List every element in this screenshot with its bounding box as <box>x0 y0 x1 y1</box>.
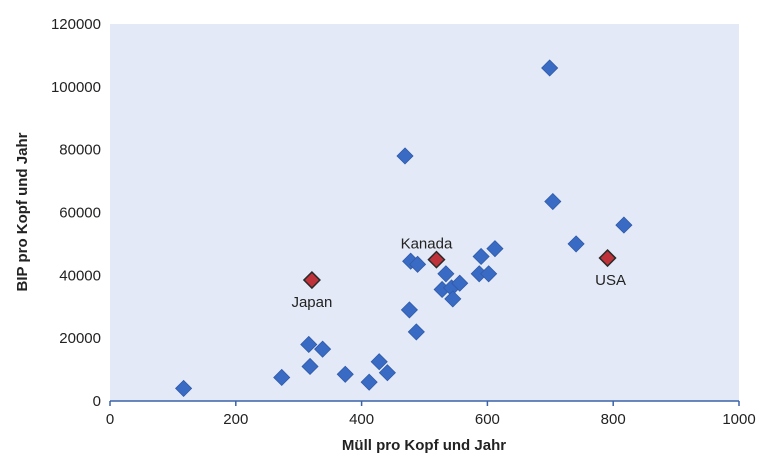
x-tick-label: 1000 <box>722 411 755 428</box>
data-point <box>314 340 332 358</box>
highlight-point <box>302 270 321 290</box>
x-tick-label: 200 <box>223 411 248 428</box>
x-ticks: 0 200 400 600 800 1000 <box>106 401 756 428</box>
data-point <box>378 364 396 382</box>
data-point <box>541 59 559 77</box>
point-label: Kanada <box>401 236 453 253</box>
data-point <box>407 323 425 341</box>
data-point <box>486 240 504 258</box>
data-point <box>567 235 585 253</box>
data-point <box>301 357 319 376</box>
data-point <box>175 379 193 397</box>
x-tick-label: 600 <box>475 411 500 428</box>
x-tick-label: 400 <box>349 411 374 428</box>
x-tick-label: 0 <box>106 411 114 428</box>
data-point <box>370 353 388 371</box>
point-label: USA <box>595 272 626 289</box>
plot-area <box>110 24 739 401</box>
y-tick-label: 80000 <box>59 142 101 159</box>
y-tick-label: 60000 <box>59 205 101 222</box>
y-ticks: 0 20000 40000 60000 80000 100000 120000 <box>51 16 101 410</box>
data-point <box>336 365 354 383</box>
data-point <box>400 301 418 319</box>
data-point <box>396 147 414 165</box>
y-tick-label: 120000 <box>51 16 101 33</box>
data-point <box>437 265 455 283</box>
data-point <box>480 265 498 283</box>
highlight-point <box>598 248 617 268</box>
data-point <box>615 216 633 234</box>
data-point <box>273 368 291 387</box>
highlight-point <box>427 250 446 269</box>
y-tick-label: 100000 <box>51 79 101 96</box>
y-tick-label: 0 <box>93 393 101 410</box>
chart-marks: Japan Kanada USA <box>175 59 633 397</box>
data-point <box>544 192 562 211</box>
x-axis-title: Müll pro Kopf und Jahr <box>342 437 506 454</box>
data-point <box>444 290 462 308</box>
y-tick-label: 20000 <box>59 330 101 347</box>
data-point <box>300 335 318 354</box>
point-label: Japan <box>291 294 332 311</box>
x-tick-label: 800 <box>601 411 626 428</box>
y-tick-label: 40000 <box>59 267 101 284</box>
data-point <box>409 255 427 273</box>
data-point <box>451 274 469 292</box>
data-point <box>360 373 378 391</box>
data-point <box>472 247 490 266</box>
y-axis-title: BIP pro Kopf und Jahr <box>14 132 31 291</box>
